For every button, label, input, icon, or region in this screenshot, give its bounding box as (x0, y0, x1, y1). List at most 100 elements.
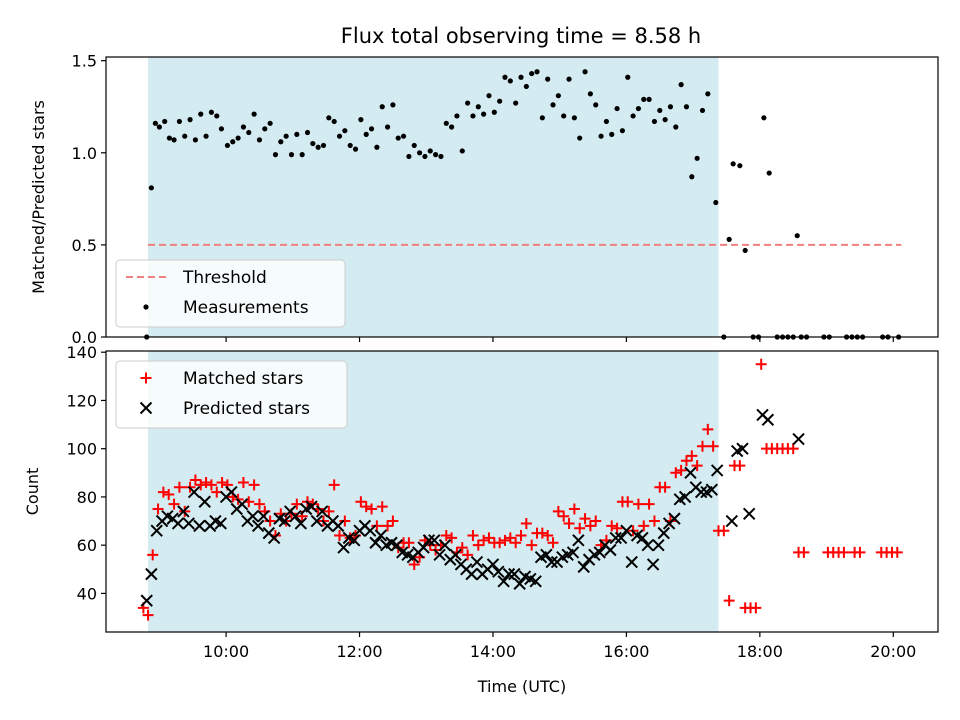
predicted-star-marker (678, 490, 692, 504)
matched-star-marker (542, 530, 554, 542)
measurement-point (278, 139, 284, 145)
measurement-point (598, 133, 604, 139)
predicted-star-marker (705, 483, 719, 496)
matched-star-marker (205, 479, 217, 491)
predicted-star-marker (289, 510, 302, 523)
predicted-star-marker (187, 485, 201, 499)
predicted-star-marker (470, 555, 484, 569)
matched-star-marker (355, 496, 367, 508)
predicted-star-marker (310, 514, 324, 528)
matched-star-marker (611, 522, 623, 534)
matched-star-marker (323, 505, 335, 517)
predicted-star-marker (641, 538, 654, 552)
predicted-star-marker (497, 575, 510, 588)
measurement-point (523, 83, 529, 90)
measurement-point (545, 76, 551, 82)
matched-star-marker (590, 515, 602, 527)
matched-star-marker (798, 546, 810, 558)
matched-star-marker (237, 476, 249, 488)
matched-star-marker (456, 542, 468, 554)
matched-star-marker (173, 481, 185, 493)
measurement-point (609, 131, 615, 137)
x-tick-label: 14:00 (470, 642, 516, 661)
matched-star-marker (472, 539, 484, 551)
predicted-star-marker (225, 485, 238, 499)
measurement-point (730, 161, 736, 167)
predicted-star-marker (761, 413, 775, 426)
measurement-point (481, 111, 487, 117)
predicted-star-marker (736, 442, 749, 455)
matched-star-marker (462, 549, 474, 561)
matched-star-marker (536, 527, 548, 539)
measurement-point (352, 146, 359, 152)
measurement-point (625, 74, 631, 80)
measurement-point (555, 93, 561, 99)
matched-star-marker (499, 534, 511, 546)
matched-star-marker (734, 460, 746, 472)
predicted-star-marker (417, 541, 430, 554)
predicted-star-marker (267, 531, 281, 545)
predicted-star-marker (177, 505, 190, 518)
measurement-point (256, 137, 263, 143)
legend-matched-swatch (140, 372, 152, 384)
measurement-point (491, 109, 497, 115)
predicted-star-marker (742, 507, 756, 521)
measurement-point (176, 118, 182, 125)
axes-frame (105, 350, 939, 633)
predicted-star-marker (278, 514, 292, 528)
predicted-star-marker (246, 510, 259, 523)
measurement-point (368, 126, 375, 132)
matched-star-marker (446, 532, 458, 544)
measurement-point (794, 233, 800, 239)
legend-box (115, 360, 348, 429)
measurement-point (470, 113, 476, 119)
measurement-point (406, 153, 412, 160)
predicted-star-marker (593, 546, 606, 559)
axes-frame (105, 56, 939, 338)
measurement-point (347, 142, 353, 149)
measurement-point (561, 113, 567, 119)
x-axis-label: Time (UTC) (477, 677, 566, 696)
measurement-point (411, 142, 417, 149)
measurement-point (742, 247, 748, 254)
predicted-star-marker (566, 546, 580, 559)
matched-star-marker (552, 505, 564, 517)
predicted-star-marker (572, 534, 585, 547)
predicted-star-marker (725, 514, 739, 528)
matched-star-marker (526, 539, 538, 551)
series-predicted-stars (140, 408, 805, 607)
x-tick-label: 16:00 (603, 642, 649, 661)
matched-star-marker (606, 520, 618, 532)
y-tick-label: 60 (77, 536, 97, 555)
predicted-star-marker (513, 577, 526, 590)
matched-star-marker (718, 525, 730, 537)
matched-star-marker (408, 558, 420, 570)
measurement-point (667, 104, 674, 110)
predicted-star-marker (235, 497, 249, 511)
measurement-point (422, 153, 428, 160)
predicted-star-marker (214, 517, 227, 530)
predicted-star-marker (198, 495, 211, 508)
measurement-point (454, 113, 460, 119)
predicted-star-marker (251, 519, 265, 533)
measurement-point (162, 118, 168, 125)
measurement-point (310, 140, 316, 147)
predicted-star-marker (545, 555, 558, 569)
measurement-point (603, 118, 610, 125)
measurement-point (475, 104, 481, 110)
measurement-point (726, 236, 732, 242)
predicted-star-marker (609, 531, 622, 545)
measurement-point (694, 155, 700, 161)
ratio-panel: 0.0 0.5 1.0 1.5 Matched/Predicted stars Thres… (29, 52, 939, 347)
matched-star-marker (680, 455, 692, 467)
x-tick-label: 18:00 (737, 642, 783, 661)
matched-star-marker (360, 501, 372, 513)
matched-star-marker (371, 520, 383, 532)
predicted-star-marker (422, 534, 436, 547)
chart-title: Flux total observing time = 8.58 h (341, 24, 701, 48)
legend-label: Predicted stars (183, 399, 310, 419)
measurement-point (379, 104, 385, 110)
measurement-point (395, 135, 401, 141)
measurement-point (156, 124, 162, 130)
predicted-star-marker (529, 575, 542, 588)
